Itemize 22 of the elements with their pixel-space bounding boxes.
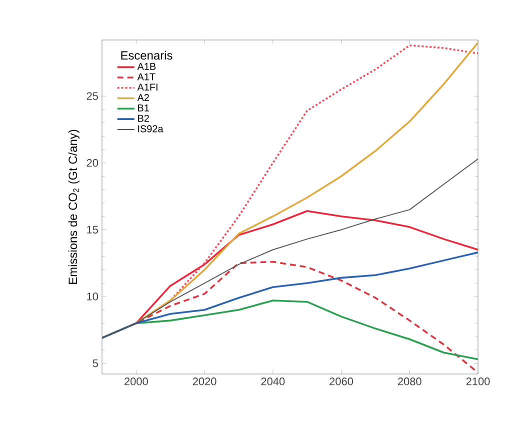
legend-label: A2 (137, 94, 149, 101)
legend-label: IS92a (138, 125, 164, 132)
x-tick-label: 2060 (330, 378, 354, 386)
y-axis-title: Emissions de CO$_{2}$ (Gt C/any) (68, 130, 80, 284)
x-tick-label: 2000 (124, 378, 148, 386)
y-tick-label: 15 (87, 226, 98, 234)
y-tick-label: 20 (86, 159, 98, 167)
legend-label: A1FI (137, 84, 158, 91)
legend-label: A1T (137, 73, 156, 80)
line-series (102, 158, 478, 338)
legend-title: Escenaris (121, 50, 172, 60)
y-tick-label: 25 (86, 92, 98, 100)
line-series (102, 252, 478, 339)
legend-label: B1 (138, 104, 149, 112)
y-tick-label: 10 (87, 292, 98, 300)
x-tick-label: 2100 (466, 378, 490, 386)
y-tick-label: 5 (92, 359, 98, 368)
legend-label: A1B (137, 63, 156, 70)
x-tick-label: 2080 (398, 378, 422, 386)
x-tick-label: 2020 (192, 378, 216, 386)
legend-label: B2 (138, 114, 149, 122)
x-tick-label: 2040 (261, 378, 285, 386)
